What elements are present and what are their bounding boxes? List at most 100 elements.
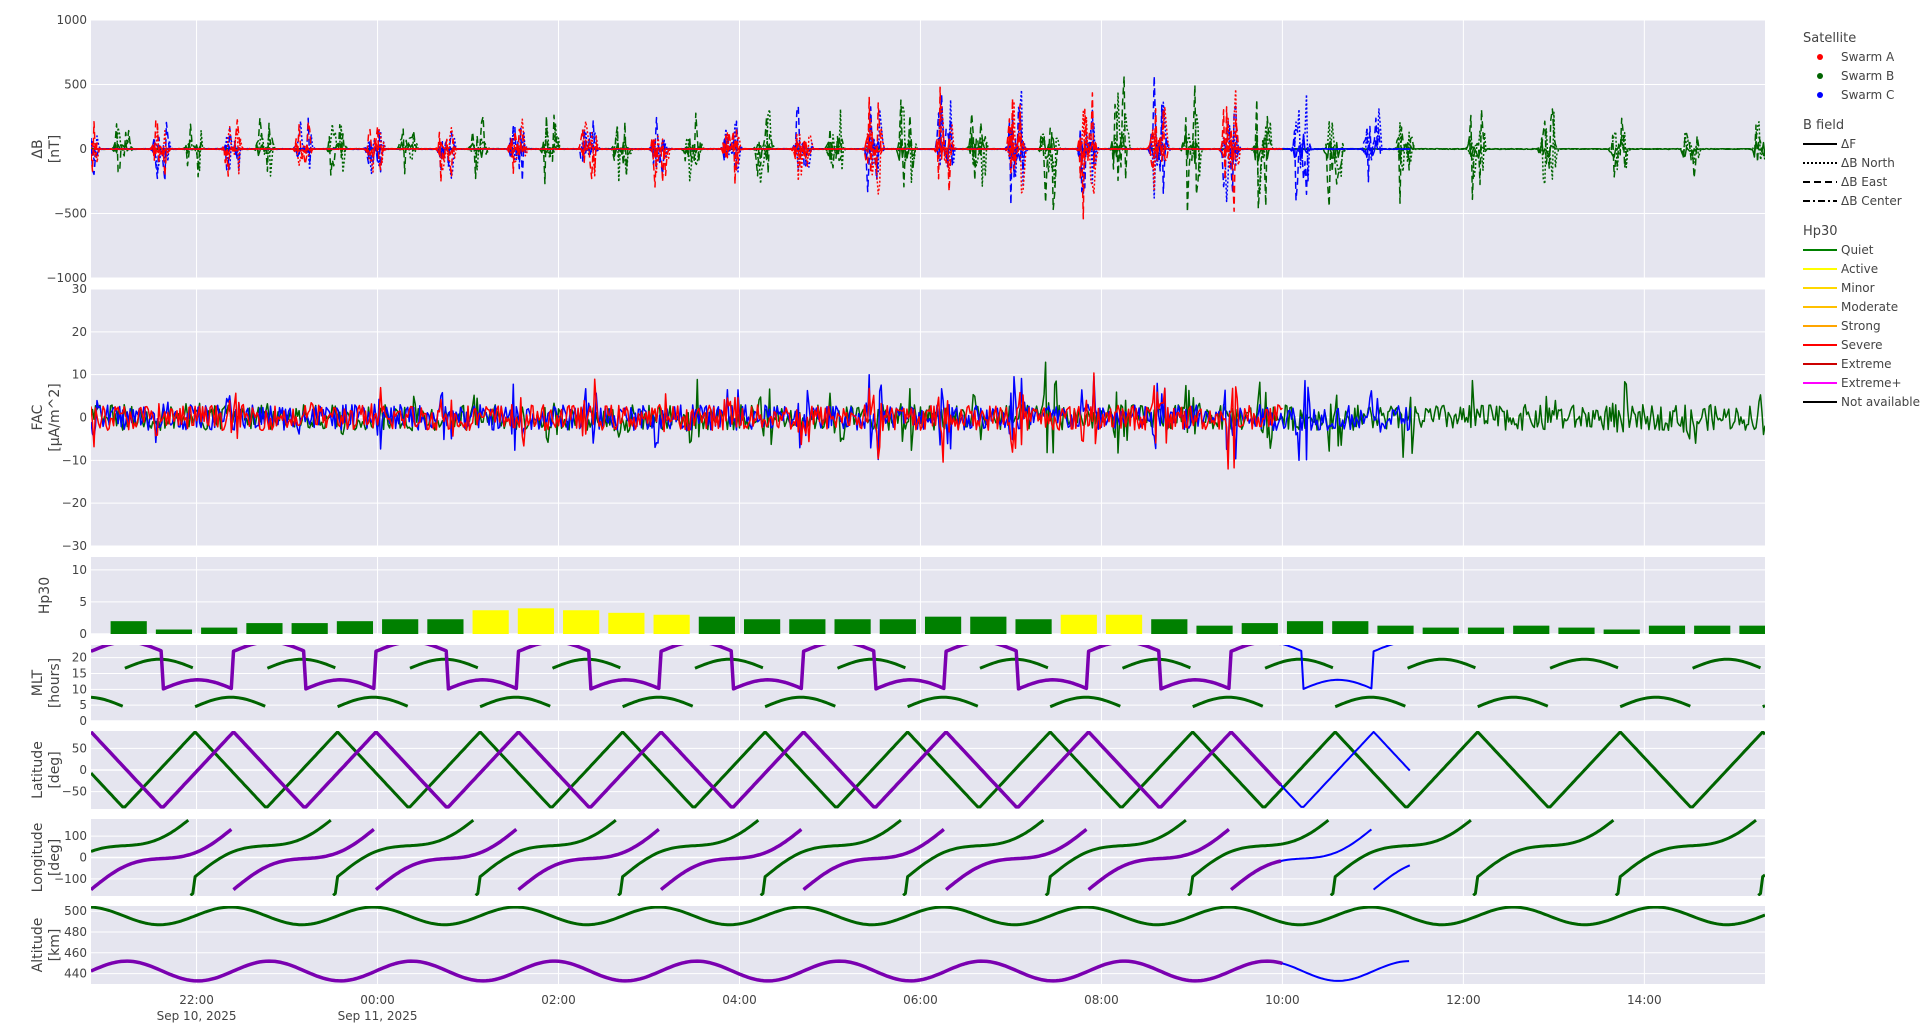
y-tick-label: 5: [79, 698, 87, 712]
y-tick-label: 20: [72, 325, 87, 339]
legend-group-title: B field: [1803, 118, 1844, 133]
hp30-bar: [1648, 625, 1686, 634]
y-tick-label: 10: [72, 368, 87, 382]
hp30-bar: [653, 614, 690, 634]
legend-group-title: Hp30: [1803, 224, 1838, 239]
panel-content: [91, 819, 1765, 896]
legend-item-label: Quiet: [1841, 243, 1874, 257]
legend-item-swarm-c: Swarm C: [1817, 88, 1894, 102]
legend-item-label: Severe: [1841, 338, 1883, 352]
y-tick-label: 440: [64, 967, 87, 981]
hp30-bar: [608, 612, 645, 634]
hp30-bar: [789, 619, 826, 634]
chart-panels: −1000−50005001000ΔB[nT]−30−20−100102030F…: [30, 13, 1821, 984]
y-tick-label: 0: [79, 763, 87, 777]
legend-item-swarm-b: Swarm B: [1817, 69, 1894, 83]
y-tick-label: 100: [64, 829, 87, 843]
legend-group-title: Satellite: [1803, 31, 1856, 46]
y-tick-label: 5: [79, 595, 87, 609]
y-tick-label: 0: [79, 142, 87, 156]
panel-content: [91, 906, 1765, 983]
legend-item-label: Swarm C: [1841, 88, 1894, 102]
legend-item-b-east: ΔB East: [1803, 175, 1887, 189]
hp30-bar: [1694, 625, 1731, 634]
y-axis-label: Altitude[km]: [30, 918, 63, 973]
y-axis-label: Latitude[deg]: [30, 741, 63, 799]
hp30-bar: [879, 619, 916, 634]
panel-hp30: 0 5 10 Hp30: [37, 557, 1821, 641]
legend: Satellite Swarm A Swarm B Swarm C B field ΔF Δ…: [1803, 31, 1920, 409]
y-tick-label: 30: [72, 282, 87, 296]
hp30-bar: [744, 619, 781, 634]
x-tick-date-label: Sep 11, 2025: [338, 1009, 418, 1023]
legend-item-label: ΔB Center: [1841, 194, 1902, 208]
panel-background: [91, 906, 1765, 984]
panel-fac: −30 −20 −10 0 10 20 30 FAC[μA/m^2]: [30, 282, 1765, 553]
y-tick-label: 20: [72, 651, 87, 665]
legend-item-label: Strong: [1841, 319, 1881, 333]
hp30-bar: [1151, 619, 1188, 634]
y-tick-label: 460: [64, 946, 87, 960]
legend-item-label: Swarm B: [1841, 69, 1894, 83]
y-axis-label-line: ΔB: [30, 139, 46, 158]
y-tick-label: 0: [79, 714, 87, 728]
legend-item-label: Extreme: [1841, 357, 1892, 371]
legend-item-label: Not available: [1841, 395, 1920, 409]
legend-item-f: ΔF: [1803, 137, 1856, 151]
hp30-bar: [698, 616, 735, 634]
swarm-a-altitude-line: [91, 959, 1283, 983]
hp30-bar: [336, 621, 374, 634]
panel-lat: −50 0 50 Latitude[deg]: [30, 731, 1765, 809]
y-tick-label: 480: [64, 925, 87, 939]
y-axis-label-line: Altitude: [30, 918, 46, 973]
hp30-bar: [291, 623, 328, 634]
swarm-b-altitude-line: [91, 906, 1765, 927]
hp30-bar: [1785, 623, 1821, 634]
legend-item-minor: Minor: [1803, 281, 1875, 295]
legend-item-swarm-a: Swarm A: [1817, 50, 1895, 64]
x-tick-label: 08:00: [1084, 993, 1119, 1007]
hp30-bar: [563, 610, 600, 634]
legend-item-severe: Severe: [1803, 338, 1883, 352]
hp30-bar: [1739, 625, 1765, 634]
hp30-bar: [1241, 623, 1278, 634]
swarm-a-latitude-line: [91, 731, 1283, 809]
hp30-bar: [1513, 625, 1550, 634]
x-tick-label: 06:00: [903, 993, 938, 1007]
x-tick-label: 10:00: [1265, 993, 1300, 1007]
swarm-b-longitude-line: [91, 819, 1765, 896]
hp30-bar: [1060, 614, 1097, 634]
hp30-bar: [1196, 625, 1233, 634]
legend-item-extreme: Extreme: [1803, 357, 1892, 371]
hp30-bar: [1286, 621, 1324, 634]
legend-item-label: Active: [1841, 262, 1878, 276]
x-tick-label: 00:00: [360, 993, 395, 1007]
y-tick-label: −30: [62, 539, 87, 553]
y-tick-label: −500: [54, 207, 87, 221]
legend-item-b-north: ΔB North: [1803, 156, 1895, 170]
swarm-b-mlt-line: [91, 657, 1765, 709]
panel-content: [91, 731, 1765, 809]
hp30-bar: [472, 610, 509, 634]
legend-item-label: Moderate: [1841, 300, 1898, 314]
y-tick-label: 0: [79, 411, 87, 425]
y-axis-label: MLT[hours]: [30, 658, 63, 708]
hp30-bar: [970, 616, 1007, 634]
y-tick-label: 500: [64, 904, 87, 918]
y-tick-label: 15: [72, 667, 87, 681]
y-tick-label: 0: [79, 851, 87, 865]
hp30-bar: [834, 619, 871, 634]
y-axis-label-line: [nT]: [47, 135, 63, 163]
hp30-bar: [382, 619, 419, 634]
legend-item-b-center: ΔB Center: [1803, 194, 1902, 208]
panel-dB: −1000 −500 0 500 1000 ΔB[nT]: [30, 13, 1765, 285]
y-axis-label-line: [μA/m^2]: [47, 383, 63, 451]
hp30-bar: [1558, 627, 1595, 634]
legend-item-label: Extreme+: [1841, 376, 1902, 390]
swarm-a-fac-line: [91, 372, 1283, 470]
y-tick-label: 0: [79, 627, 87, 641]
hp30-bar: [517, 608, 554, 634]
